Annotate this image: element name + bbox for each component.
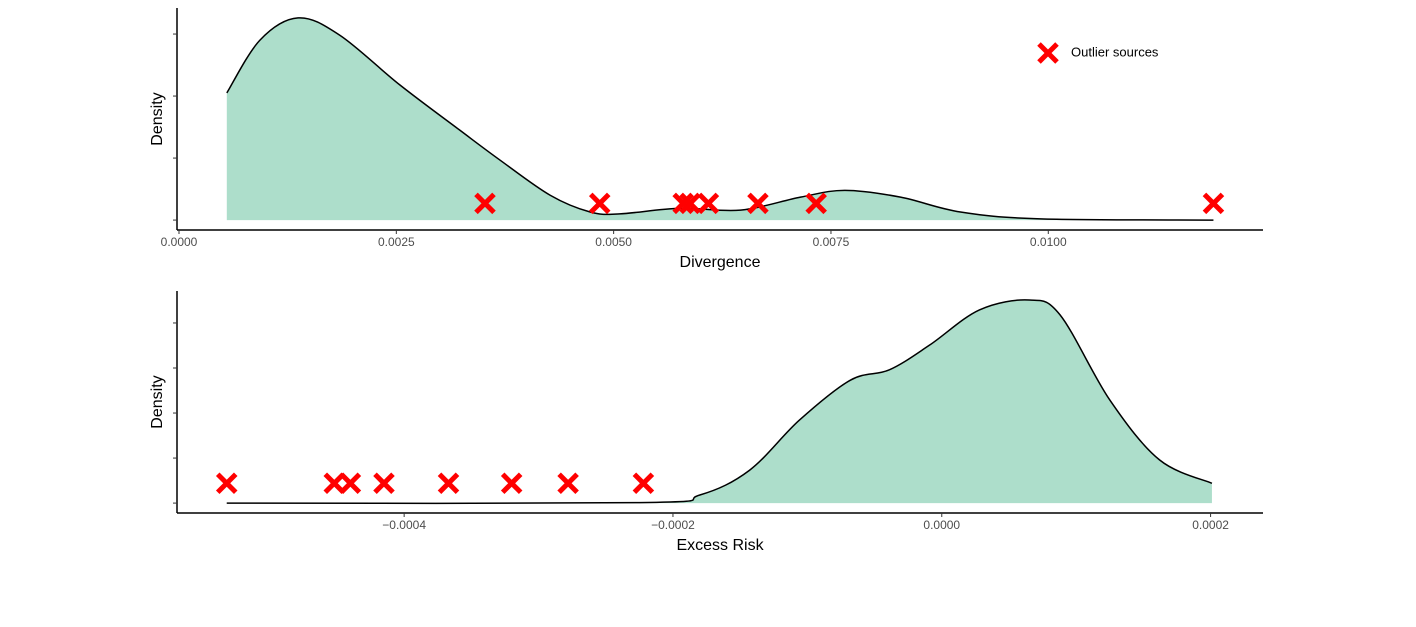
x-tick-label: 0.0100 <box>1030 235 1067 249</box>
panel: 0.0000 0.0025 0.0050 0.0075 0.0100 Divergence… <box>149 8 1263 271</box>
x-tick-label: 0.0002 <box>1192 518 1229 532</box>
legend-label: Outlier sources <box>1071 44 1159 59</box>
outlier-marker <box>747 192 769 215</box>
outlier-marker <box>500 472 523 495</box>
marker-stroke <box>339 472 362 495</box>
marker-stroke <box>679 192 701 215</box>
marker-stroke <box>215 472 238 495</box>
density-line <box>226 17 1214 221</box>
x-axis-title: Excess Risk <box>676 537 764 554</box>
marker-stroke <box>557 472 579 495</box>
density-area <box>226 17 1214 221</box>
outlier-marker <box>437 472 460 495</box>
outlier-marker <box>632 472 655 495</box>
y-axis-title: Density <box>149 92 166 145</box>
outlier-marker <box>588 192 611 215</box>
y-axis-title: Density <box>149 375 166 428</box>
outlier-marker <box>215 472 238 495</box>
density-line <box>226 299 1213 505</box>
outlier-marker <box>679 192 701 215</box>
outlier-marker <box>323 472 346 495</box>
x-tick-label: 0.0025 <box>378 235 415 249</box>
outlier-marker <box>697 192 720 215</box>
marker-stroke <box>588 192 611 215</box>
marker-stroke <box>672 192 694 215</box>
marker-stroke <box>373 472 395 495</box>
marker-stroke <box>437 472 460 495</box>
outlier-marker <box>339 472 362 495</box>
outlier-marker <box>474 192 496 215</box>
x-tick-label: 0.0050 <box>595 235 632 249</box>
outlier-marker <box>672 192 694 215</box>
marker-stroke <box>323 472 346 495</box>
marker-stroke <box>805 192 827 215</box>
density-area <box>226 299 1212 504</box>
outlier-marker <box>373 472 395 495</box>
marker-stroke <box>500 472 523 495</box>
x-tick-label: 0.0075 <box>813 235 850 249</box>
outlier-marker <box>557 472 579 495</box>
x-tick-label: 0.0000 <box>923 518 960 532</box>
x-tick-label: −0.0004 <box>382 518 426 532</box>
marker-stroke <box>474 192 496 215</box>
marker-stroke <box>747 192 769 215</box>
marker-stroke <box>697 192 720 215</box>
legend: Outlier sources <box>1037 42 1159 64</box>
outlier-marker <box>805 192 827 215</box>
x-tick-label: −0.0002 <box>651 518 695 532</box>
x-axis-title: Divergence <box>680 254 761 271</box>
marker-stroke <box>1037 42 1059 64</box>
x-tick-label: 0.0000 <box>161 235 198 249</box>
marker-stroke <box>632 472 655 495</box>
panel: −0.0004 −0.0002 0.0000 0.0002 Excess Risk Den… <box>149 291 1263 554</box>
marker-stroke <box>1202 192 1225 215</box>
outlier-marker <box>1037 42 1059 64</box>
outlier-marker <box>1202 192 1225 215</box>
